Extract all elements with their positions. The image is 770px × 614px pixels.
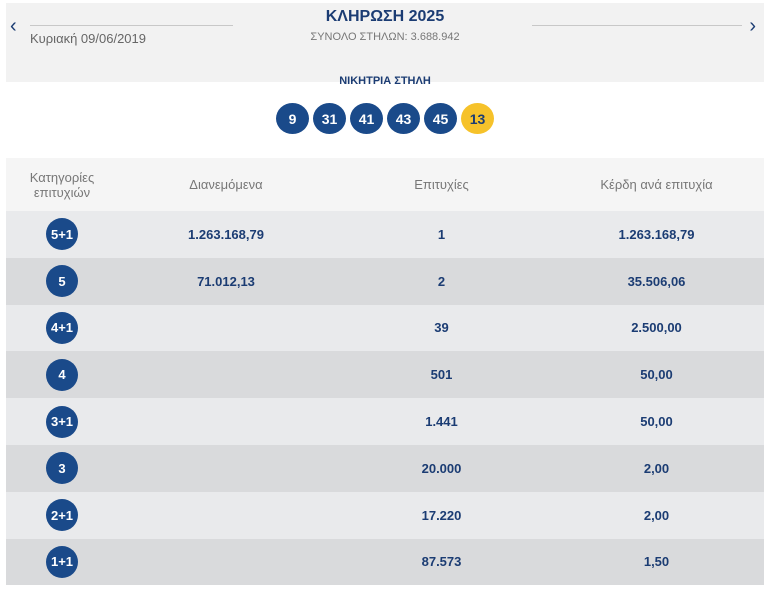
category-cell: 5+1 — [6, 218, 118, 251]
draw-header: ‹ › Κυριακή 09/06/2019 ΚΛΗΡΩΣΗ 2025 ΣΥΝΟ… — [6, 3, 764, 82]
table-row: 4+1 39 2.500,00 — [6, 304, 764, 352]
prize-cell: 1.263.168,79 — [618, 226, 695, 242]
category-cell: 5 — [6, 265, 118, 298]
category-badge: 4+1 — [46, 311, 78, 344]
header-prize: Κέρδη ανά επιτυχία — [600, 177, 713, 192]
winners-cell: 87.573 — [421, 554, 462, 570]
prize-cell: 50,00 — [640, 414, 673, 430]
category-cell: 3+1 — [6, 405, 118, 438]
next-draw-button[interactable]: › — [749, 15, 756, 37]
number-ball: 43 — [387, 103, 420, 134]
winners-cell: 17.220 — [421, 507, 462, 523]
divider — [30, 25, 233, 26]
winning-numbers: 9 31 41 43 45 13 — [0, 103, 770, 134]
winners-cell: 20.000 — [421, 460, 462, 476]
draw-title: ΚΛΗΡΩΣΗ 2025 — [325, 8, 445, 25]
winners-cell: 2 — [437, 273, 446, 289]
number-ball: 9 — [276, 103, 309, 134]
header-distributed: Διανεμόμενα — [189, 177, 263, 192]
number-ball: 31 — [313, 103, 346, 134]
prev-draw-button[interactable]: ‹ — [10, 15, 17, 37]
table-row: 5 71.012,13 2 35.506,06 — [6, 257, 764, 305]
prize-cell: 50,00 — [640, 367, 673, 383]
joker-ball: 13 — [461, 103, 494, 134]
total-columns: ΣΥΝΟΛΟ ΣΤΗΛΩΝ: 3.688.942 — [310, 31, 460, 43]
winners-cell: 1.441 — [425, 414, 458, 430]
category-badge: 1+1 — [46, 545, 78, 578]
winners-cell: 501 — [430, 367, 453, 383]
prize-cell: 2,00 — [643, 507, 670, 523]
prize-cell: 1,50 — [643, 554, 670, 570]
category-cell: 4+1 — [6, 311, 118, 344]
winners-cell: 1 — [437, 226, 446, 242]
prize-table: Κατηγορίες επιτυχιών Διανεμόμενα Επιτυχί… — [6, 158, 764, 586]
table-row: 4 501 50,00 — [6, 351, 764, 399]
table-row: 2+1 17.220 2,00 — [6, 491, 764, 539]
number-ball: 41 — [350, 103, 383, 134]
number-ball: 45 — [424, 103, 457, 134]
category-badge: 3+1 — [46, 405, 78, 438]
winners-cell: 39 — [434, 320, 449, 336]
distributed-cell: 1.263.168,79 — [188, 226, 264, 242]
draw-date: Κυριακή 09/06/2019 — [30, 31, 146, 46]
table-row: 3 20.000 2,00 — [6, 444, 764, 492]
header-category: Κατηγορίες επιτυχιών — [29, 169, 95, 200]
category-badge: 4 — [46, 358, 78, 391]
category-cell: 1+1 — [6, 545, 118, 578]
table-header: Κατηγορίες επιτυχιών Διανεμόμενα Επιτυχί… — [6, 158, 764, 211]
table-row: 5+1 1.263.168,79 1 1.263.168,79 — [6, 211, 764, 258]
category-badge: 5 — [46, 265, 78, 298]
category-badge: 3 — [46, 452, 78, 485]
category-badge: 2+1 — [46, 499, 78, 532]
prize-cell: 2.500,00 — [631, 320, 682, 336]
category-cell: 4 — [6, 358, 118, 391]
category-cell: 3 — [6, 452, 118, 485]
winning-column-label: ΝΙΚΗΤΡΙΑ ΣΤΗΛΗ — [339, 75, 431, 87]
distributed-cell: 71.012,13 — [197, 273, 255, 289]
table-row: 1+1 87.573 1,50 — [6, 538, 764, 586]
prize-cell: 2,00 — [643, 460, 670, 476]
divider — [532, 25, 742, 26]
header-winners: Επιτυχίες — [414, 177, 469, 192]
category-cell: 2+1 — [6, 499, 118, 532]
category-badge: 5+1 — [46, 218, 78, 251]
prize-cell: 35.506,06 — [627, 273, 686, 289]
table-row: 3+1 1.441 50,00 — [6, 398, 764, 445]
